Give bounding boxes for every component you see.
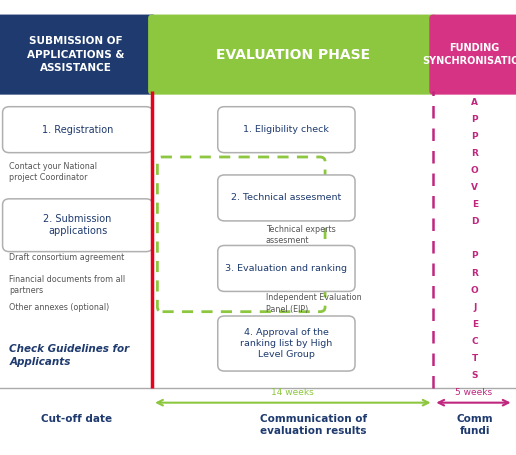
Text: 3. Evaluation and ranking: 3. Evaluation and ranking bbox=[225, 264, 347, 273]
Text: Other annexes (optional): Other annexes (optional) bbox=[9, 303, 109, 312]
Text: Independent Evaluation
Panel (EIP): Independent Evaluation Panel (EIP) bbox=[266, 293, 361, 313]
Text: EVALUATION PHASE: EVALUATION PHASE bbox=[216, 48, 370, 61]
Text: 2. Submission
applications: 2. Submission applications bbox=[43, 214, 112, 237]
Text: Financial documents from all
partners: Financial documents from all partners bbox=[9, 275, 125, 295]
Text: J: J bbox=[473, 303, 476, 312]
FancyBboxPatch shape bbox=[3, 106, 153, 153]
Text: SUBMISSION OF
APPLICATIONS &
ASSISTANCE: SUBMISSION OF APPLICATIONS & ASSISTANCE bbox=[27, 36, 125, 73]
Text: D: D bbox=[471, 217, 478, 226]
Text: V: V bbox=[471, 183, 478, 192]
FancyBboxPatch shape bbox=[218, 316, 355, 371]
Text: Communication of
evaluation results: Communication of evaluation results bbox=[260, 414, 367, 436]
Text: E: E bbox=[472, 200, 478, 209]
Text: R: R bbox=[471, 149, 478, 158]
Text: T: T bbox=[472, 354, 478, 363]
Text: 5 weeks: 5 weeks bbox=[455, 388, 492, 397]
FancyBboxPatch shape bbox=[218, 106, 355, 153]
Text: P: P bbox=[472, 252, 478, 260]
FancyBboxPatch shape bbox=[0, 15, 156, 95]
Text: E: E bbox=[472, 320, 478, 329]
Text: S: S bbox=[472, 371, 478, 380]
FancyBboxPatch shape bbox=[148, 15, 438, 95]
Text: P: P bbox=[472, 132, 478, 141]
Text: O: O bbox=[471, 286, 479, 294]
Text: Technical experts
assesment: Technical experts assesment bbox=[266, 225, 335, 245]
Text: Check Guidelines for
Applicants: Check Guidelines for Applicants bbox=[9, 344, 130, 367]
Text: 14 weeks: 14 weeks bbox=[271, 388, 314, 397]
Text: A: A bbox=[471, 98, 478, 107]
FancyBboxPatch shape bbox=[218, 175, 355, 221]
Text: P: P bbox=[472, 115, 478, 124]
Text: O: O bbox=[471, 166, 479, 175]
Text: FUNDING
SYNCHRONISATION: FUNDING SYNCHRONISATION bbox=[422, 43, 516, 66]
Text: 2. Technical assesment: 2. Technical assesment bbox=[231, 193, 342, 202]
FancyBboxPatch shape bbox=[3, 199, 153, 252]
Text: Comm
fundi: Comm fundi bbox=[457, 414, 493, 436]
Text: Draft consortium agreement: Draft consortium agreement bbox=[9, 253, 124, 262]
Text: 4. Approval of the
ranking list by High
Level Group: 4. Approval of the ranking list by High … bbox=[240, 328, 332, 359]
FancyBboxPatch shape bbox=[429, 15, 516, 95]
Text: 1. Eligibility check: 1. Eligibility check bbox=[244, 125, 329, 134]
FancyBboxPatch shape bbox=[218, 246, 355, 292]
Text: Contact your National
project Coordinator: Contact your National project Coordinato… bbox=[9, 162, 98, 182]
Text: 1. Registration: 1. Registration bbox=[42, 125, 114, 135]
Text: R: R bbox=[471, 268, 478, 278]
Text: C: C bbox=[472, 337, 478, 346]
Text: Cut-off date: Cut-off date bbox=[41, 414, 111, 424]
